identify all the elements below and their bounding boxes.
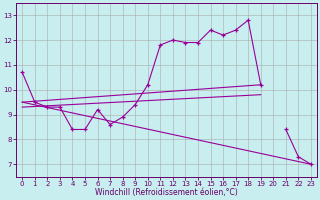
X-axis label: Windchill (Refroidissement éolien,°C): Windchill (Refroidissement éolien,°C)	[95, 188, 238, 197]
